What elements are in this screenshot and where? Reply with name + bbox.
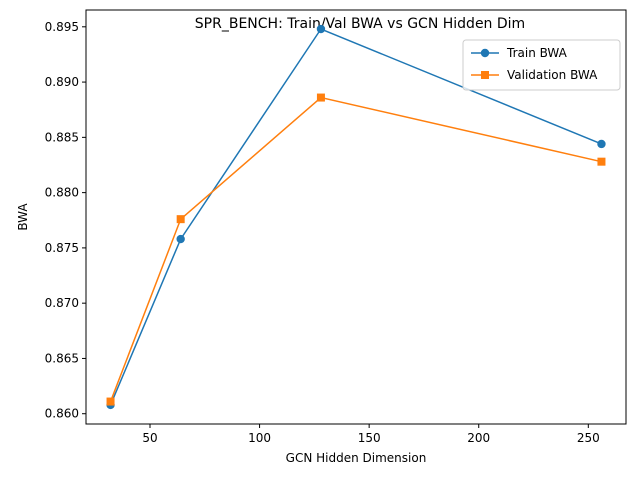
legend-label-0: Train BWA bbox=[506, 46, 568, 60]
x-tick-label: 50 bbox=[142, 431, 157, 445]
y-tick-label: 0.860 bbox=[45, 407, 79, 421]
y-axis: 0.860 0.865 0.870 0.875 0.880 0.885 0.890 0.895 bbox=[45, 20, 86, 421]
legend-box bbox=[462, 39, 621, 91]
x-tick-label: 200 bbox=[467, 431, 490, 445]
x-tick-label: 100 bbox=[248, 431, 271, 445]
y-tick-label: 0.895 bbox=[45, 20, 79, 34]
data-point-1-2 bbox=[316, 93, 325, 102]
y-tick-label: 0.870 bbox=[45, 296, 79, 310]
x-axis-label: GCN Hidden Dimension bbox=[286, 451, 427, 465]
data-point-1-1 bbox=[176, 215, 185, 224]
legend: Train BWA Validation BWA bbox=[462, 39, 621, 91]
data-point-0-3 bbox=[597, 139, 606, 149]
y-axis-label: BWA bbox=[16, 203, 30, 231]
data-point-1-3 bbox=[597, 157, 606, 166]
x-tick-label: 150 bbox=[358, 431, 381, 445]
series-line-1 bbox=[109, 96, 602, 402]
x-axis: 50 100 150 200 250 bbox=[142, 424, 600, 445]
y-tick-label: 0.865 bbox=[45, 351, 79, 365]
chart-title: SPR_BENCH: Train/Val BWA vs GCN Hidden D… bbox=[195, 16, 525, 32]
legend-marker-1 bbox=[481, 71, 489, 79]
y-tick-label: 0.875 bbox=[45, 241, 79, 255]
data-point-1-0 bbox=[106, 397, 115, 406]
x-tick-label: 250 bbox=[577, 431, 600, 445]
legend-marker-0 bbox=[480, 48, 490, 58]
data-point-0-1 bbox=[176, 234, 185, 244]
series-line-0 bbox=[109, 28, 602, 406]
y-tick-label: 0.890 bbox=[45, 75, 79, 89]
data-point-0-2 bbox=[316, 24, 326, 34]
y-tick-label: 0.885 bbox=[45, 130, 79, 144]
legend-label-1: Validation BWA bbox=[507, 68, 598, 82]
plot-area bbox=[106, 24, 606, 410]
plot-frame bbox=[85, 9, 627, 425]
y-tick-label: 0.880 bbox=[45, 186, 79, 200]
